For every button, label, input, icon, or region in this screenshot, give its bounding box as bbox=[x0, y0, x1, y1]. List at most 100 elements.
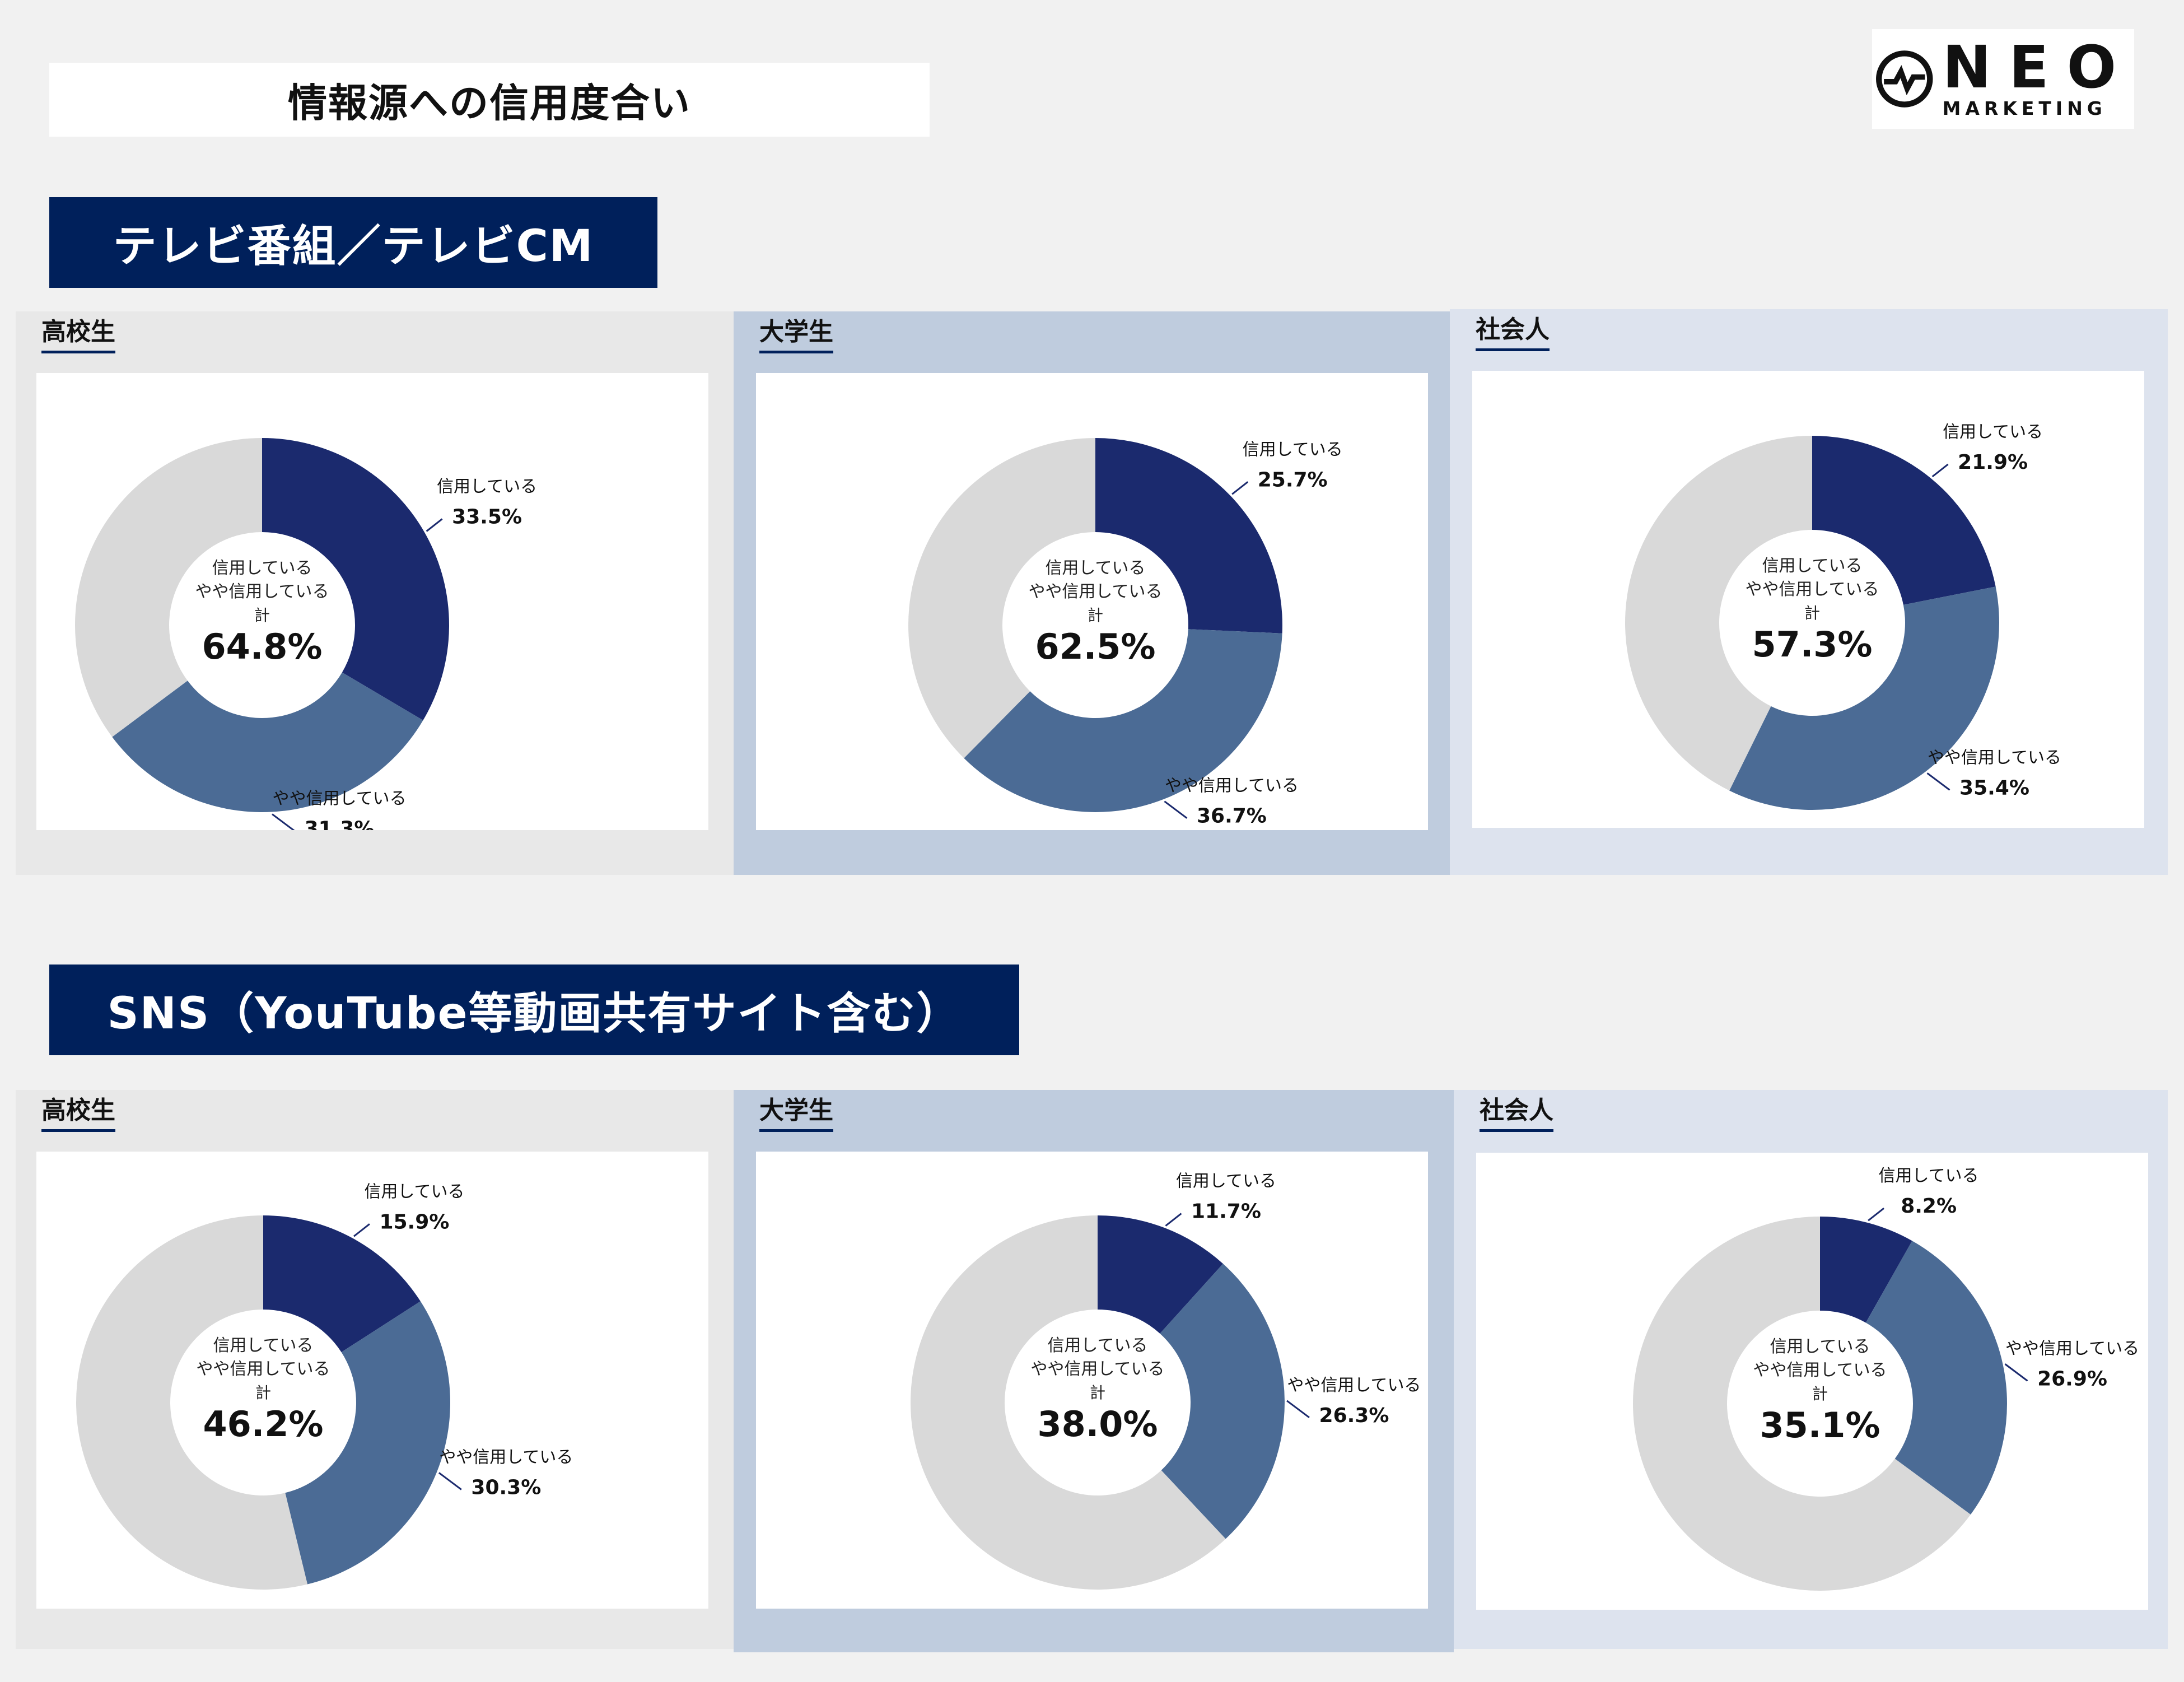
page-title-box: 情報源への信用度合い bbox=[49, 63, 930, 137]
callout-somewhat-trust-value: 30.3% bbox=[471, 1476, 541, 1499]
chart-card: 信用している やや信用している計 57.3% 信用している 21.9% やや信用している 3… bbox=[1472, 371, 2144, 828]
center-total: 46.2% bbox=[203, 1404, 323, 1445]
slice-somewhat-trust bbox=[1160, 1264, 1285, 1539]
callout-somewhat-trust-leader-line bbox=[1164, 800, 1188, 819]
logo: NEO MARKETING bbox=[1872, 29, 2134, 129]
slice-somewhat-trust bbox=[112, 672, 423, 812]
chart-panel: 高校生 信用している やや信用している計 46.2% 信用している 15.9% やや信用して… bbox=[16, 1090, 734, 1649]
chart-panel: 社会人 信用している やや信用している計 35.1% 信用している 8.2% やや信用してい… bbox=[1454, 1090, 2168, 1649]
chart-panel: 社会人 信用している やや信用している計 57.3% 信用している 21.9% やや信用して… bbox=[1450, 309, 2168, 875]
slice-other bbox=[76, 1215, 307, 1590]
chart-card: 信用している やや信用している計 62.5% 信用している 25.7% やや信用している 3… bbox=[756, 373, 1428, 830]
callout-trust-label: 信用している bbox=[1243, 440, 1343, 459]
donut-chart: 信用しているやや信用している計62.5%信用している25.7%やや信用している3… bbox=[908, 438, 1343, 828]
panel-label: 高校生 bbox=[41, 317, 115, 353]
chart-panel: 大学生 信用している やや信用している計 38.0% 信用している 11.7% やや信用して… bbox=[734, 1090, 1454, 1652]
chart-panel: 大学生 信用している やや信用している計 62.5% 信用している 25.7% やや信用して… bbox=[734, 311, 1450, 875]
slice-trust bbox=[263, 1215, 421, 1353]
chart-panel: 高校生 信用している やや信用している計 64.8% 信用している 33.5% やや信用して… bbox=[16, 311, 734, 875]
slice-somewhat-trust bbox=[964, 629, 1282, 812]
slice-trust bbox=[1820, 1217, 1912, 1323]
center-label: やや信用している bbox=[195, 582, 329, 602]
donut-chart: 信用しているやや信用している計57.3%信用している21.9%やや信用している3… bbox=[1625, 422, 2061, 810]
panel-label: 社会人 bbox=[1480, 1096, 1553, 1132]
callout-somewhat-trust-label: やや信用している bbox=[1287, 1376, 1421, 1395]
callout-trust-leader-line bbox=[426, 518, 443, 532]
donut-chart: 信用しているやや信用している計46.2%信用している15.9%やや信用している3… bbox=[76, 1182, 573, 1590]
chart-card: 信用している やや信用している計 64.8% 信用している 33.5% やや信用している 3… bbox=[36, 373, 708, 830]
callout-somewhat-trust-leader-line bbox=[272, 813, 295, 830]
callout-somewhat-trust-value: 26.9% bbox=[2037, 1367, 2107, 1390]
center-label: やや信用している bbox=[1745, 580, 1879, 599]
panel-label: 社会人 bbox=[1476, 315, 1550, 351]
slice-somewhat-trust bbox=[1729, 586, 1999, 810]
slice-trust bbox=[262, 438, 449, 721]
callout-trust-value: 11.7% bbox=[1191, 1200, 1261, 1223]
section-header-tv: テレビ番組／テレビCM bbox=[49, 197, 657, 288]
callout-somewhat-trust-leader-line bbox=[438, 1472, 462, 1490]
donut-chart: 信用しているやや信用している計35.1%信用している8.2%やや信用している26… bbox=[1633, 1166, 2139, 1591]
callout-trust-label: 信用している bbox=[1943, 422, 2043, 442]
logo-sub: MARKETING bbox=[1942, 97, 2107, 119]
center-total: 38.0% bbox=[1037, 1404, 1158, 1445]
panel-label: 高校生 bbox=[41, 1096, 115, 1132]
slice-other bbox=[911, 1215, 1226, 1590]
center-label: 信用している bbox=[1762, 556, 1862, 576]
center-label: 信用している bbox=[213, 1336, 313, 1355]
callout-somewhat-trust-label: やや信用している bbox=[439, 1447, 573, 1467]
center-total: 35.1% bbox=[1760, 1405, 1880, 1446]
callout-somewhat-trust-value: 26.3% bbox=[1319, 1404, 1389, 1427]
center-label: やや信用している bbox=[1753, 1360, 1887, 1380]
callout-trust-label: 信用している bbox=[437, 477, 537, 497]
center-label: 計 bbox=[1804, 604, 1820, 622]
center-label: 信用している bbox=[1047, 1336, 1147, 1355]
logo-name: NEO bbox=[1942, 33, 2134, 101]
callout-somewhat-trust-label: やや信用している bbox=[1928, 748, 2061, 767]
callout-somewhat-trust-label: やや信用している bbox=[1165, 776, 1299, 796]
callout-somewhat-trust-label: やや信用している bbox=[272, 789, 406, 809]
center-label: 計 bbox=[254, 606, 270, 625]
center-label: 信用している bbox=[1045, 558, 1145, 578]
callout-trust-label: 信用している bbox=[1176, 1172, 1276, 1191]
callout-trust-value: 15.9% bbox=[379, 1210, 449, 1233]
callout-trust-label: 信用している bbox=[1879, 1166, 1979, 1186]
section-header-sns: SNS（YouTube等動画共有サイト含む） bbox=[49, 965, 1019, 1055]
slice-other bbox=[1625, 436, 1812, 791]
slice-trust bbox=[1098, 1215, 1224, 1334]
callout-trust-leader-line bbox=[1931, 463, 1949, 478]
center-total: 64.8% bbox=[202, 626, 322, 667]
callout-somewhat-trust-value: 36.7% bbox=[1197, 805, 1267, 828]
slice-trust bbox=[1095, 438, 1282, 633]
center-label: やや信用している bbox=[196, 1359, 330, 1379]
callout-somewhat-trust-value: 31.3% bbox=[305, 818, 375, 830]
center-total: 62.5% bbox=[1035, 626, 1155, 667]
callout-trust-leader-line bbox=[1165, 1213, 1182, 1227]
callout-somewhat-trust-leader-line bbox=[2004, 1363, 2028, 1382]
callout-trust-value: 21.9% bbox=[1958, 451, 2028, 474]
center-total: 57.3% bbox=[1752, 624, 1872, 665]
donut-chart: 信用しているやや信用している計38.0%信用している11.7%やや信用している2… bbox=[911, 1172, 1421, 1590]
center-label: 信用している bbox=[1770, 1337, 1870, 1357]
chart-card: 信用している やや信用している計 46.2% 信用している 15.9% やや信用している 3… bbox=[36, 1152, 708, 1609]
slice-other bbox=[1633, 1217, 1971, 1591]
slice-trust bbox=[1812, 436, 1996, 605]
center-label: やや信用している bbox=[1028, 582, 1162, 602]
callout-somewhat-trust-value: 35.4% bbox=[1959, 776, 2029, 799]
section-title: SNS（YouTube等動画共有サイト含む） bbox=[107, 989, 962, 1039]
panel-label: 大学生 bbox=[759, 317, 833, 353]
callout-trust-leader-line bbox=[1868, 1207, 1885, 1222]
logo-mark-icon bbox=[1876, 50, 1933, 108]
callout-somewhat-trust-leader-line bbox=[1926, 772, 1950, 791]
callout-trust-label: 信用している bbox=[364, 1182, 464, 1201]
center-label: やや信用している bbox=[1030, 1359, 1164, 1379]
center-label: 計 bbox=[255, 1383, 271, 1402]
callout-trust-value: 33.5% bbox=[452, 506, 522, 529]
center-label: 計 bbox=[1090, 1383, 1105, 1402]
center-label: 計 bbox=[1088, 606, 1103, 625]
section-title: テレビ番組／テレビCM bbox=[113, 221, 594, 272]
chart-card: 信用している やや信用している計 35.1% 信用している 8.2% やや信用している 26… bbox=[1476, 1153, 2148, 1610]
callout-trust-value: 25.7% bbox=[1258, 468, 1328, 491]
page-title: 情報源への信用度合い bbox=[288, 80, 691, 126]
callout-somewhat-trust-leader-line bbox=[1286, 1400, 1310, 1419]
center-label: 信用している bbox=[212, 558, 312, 578]
